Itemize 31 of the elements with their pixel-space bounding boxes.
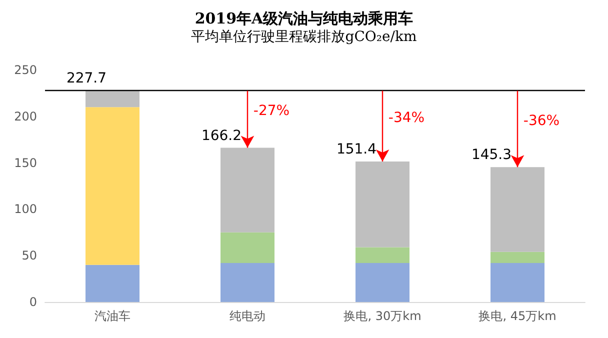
- x-tick-label: 纯电动: [230, 309, 266, 323]
- y-tick-label: 0: [29, 295, 37, 309]
- bar: [356, 162, 410, 248]
- annotation: -36%: [523, 112, 560, 129]
- bar: [490, 263, 544, 302]
- chart-title: 2019年A级汽油与纯电动乘用车: [194, 10, 414, 28]
- y-tick-label: 250: [14, 63, 37, 77]
- bar: [220, 232, 274, 264]
- annotation: -34%: [388, 110, 425, 126]
- annotation: -27%: [253, 103, 290, 120]
- bar: [356, 247, 410, 264]
- x-tick-label: 换电, 30万km: [344, 309, 422, 323]
- x-tick-label: 汽油车: [94, 309, 130, 323]
- total-label: 227.7: [66, 70, 107, 87]
- x-tick-label: 换电, 45万km: [478, 309, 556, 323]
- bar: [220, 263, 274, 302]
- total-label: 166.2: [201, 128, 242, 144]
- total-label: 145.3: [471, 147, 512, 164]
- bar: [490, 252, 544, 264]
- bar: [86, 264, 140, 302]
- chart-subtitle: 平均单位行驶里程碳排放gCO₂e/km: [191, 29, 417, 45]
- bar: [86, 90, 140, 108]
- bar: [356, 263, 410, 302]
- y-tick-label: 200: [14, 109, 37, 124]
- bar: [490, 167, 544, 252]
- y-tick-label: 100: [14, 202, 37, 216]
- bar: [86, 107, 140, 265]
- y-tick-label: 50: [22, 248, 37, 263]
- bar: [220, 148, 274, 232]
- total-label: 151.4: [336, 142, 377, 158]
- y-tick-label: 150: [14, 156, 37, 170]
